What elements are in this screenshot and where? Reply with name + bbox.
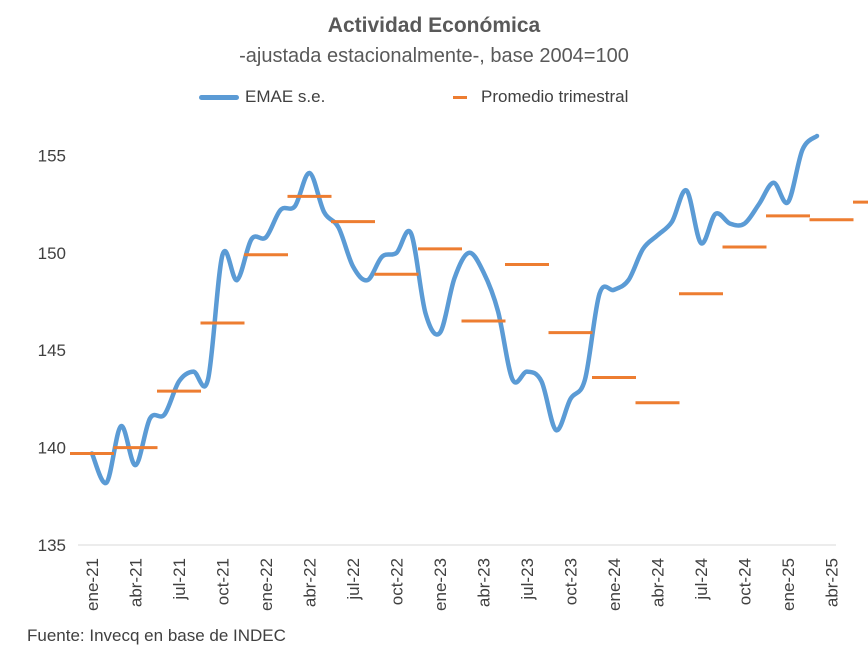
legend-line-swatch [199,94,239,100]
x-tick-label: jul-25 [866,558,868,601]
legend-item-emae: EMAE s.e. [199,85,325,109]
x-tick-label: abr-22 [301,558,320,607]
x-tick-label: jul-24 [692,558,711,601]
x-tick-label: jul-23 [518,558,537,601]
x-tick-label: abr-23 [475,558,494,607]
x-tick-label: oct-24 [736,558,755,605]
x-tick-label: abr-24 [649,558,668,607]
y-tick-label: 140 [38,439,66,458]
y-tick-label: 145 [38,341,66,360]
legend-label-emae: EMAE s.e. [245,87,326,106]
emae-series-line [89,133,820,486]
x-tick-label: jul-21 [170,558,189,601]
x-tick-label: ene-23 [431,558,450,611]
x-tick-label: ene-24 [605,558,624,611]
x-tick-label: ene-21 [83,558,102,611]
chart-title: Actividad Económica [327,14,541,37]
x-tick-label: ene-22 [257,558,276,611]
legend-item-promedio: Promedio trimestral [453,85,628,109]
x-tick-label: oct-23 [562,558,581,605]
x-tick-label: oct-22 [388,558,407,605]
y-tick-label: 135 [38,536,66,555]
y-tick-label: 150 [38,244,66,263]
legend-label-promedio: Promedio trimestral [481,87,629,106]
source-note: Fuente: Invecq en base de INDEC [27,626,286,645]
x-tick-label: abr-25 [823,558,842,607]
x-tick-label: oct-21 [214,558,233,605]
x-tick-label: ene-25 [779,558,798,611]
x-tick-label: jul-22 [344,558,363,601]
y-tick-label: 155 [38,146,66,165]
x-tick-label: abr-21 [127,558,146,607]
legend-dash-swatch [453,95,467,99]
chart-subtitle: -ajustada estacionalmente-, base 2004=10… [239,45,629,67]
